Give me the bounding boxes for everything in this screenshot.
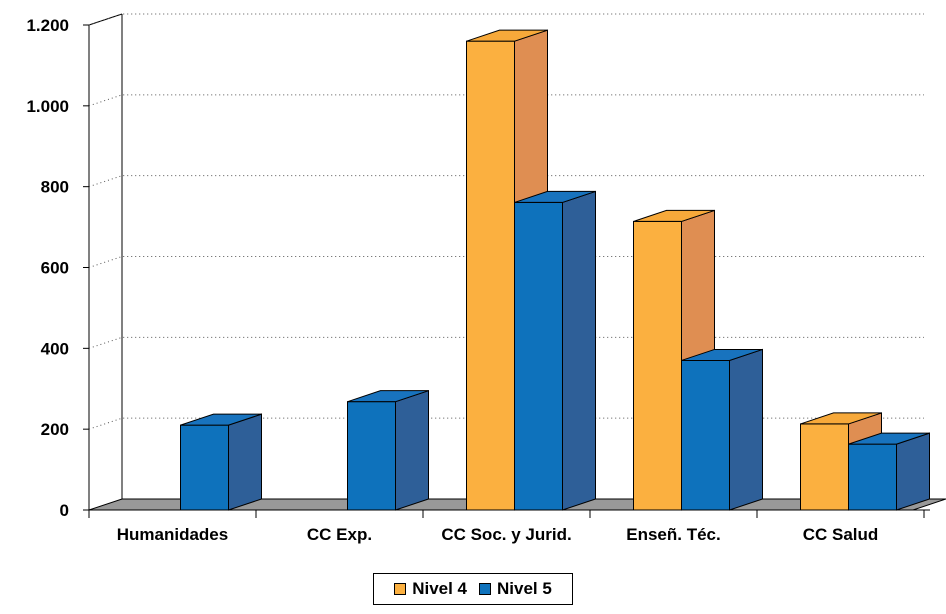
bar-top-face <box>514 190 596 203</box>
bar-top-face <box>800 412 882 425</box>
bar <box>347 389 429 511</box>
bar-side-face <box>729 348 763 511</box>
axes <box>83 24 930 518</box>
x-tick-label: Humanidades <box>117 525 228 544</box>
bar-top-face <box>633 209 715 222</box>
x-tick-labels: Humanidades CC Exp. CC Soc. y Jurid. Enseñ.… <box>117 525 879 544</box>
legend-label-nivel-4: Nivel 4 <box>412 579 467 598</box>
legend-item-nivel-5: Nivel 5 <box>479 579 552 599</box>
bar <box>514 190 596 511</box>
legend-label-nivel-5: Nivel 5 <box>497 579 552 598</box>
bar-side-face <box>896 432 930 511</box>
bar <box>180 413 262 511</box>
bar-top-face <box>681 348 763 361</box>
x-tick-label: CC Soc. y Jurid. <box>441 525 571 544</box>
y-tick-label: 0 <box>60 501 69 520</box>
bar-top-face <box>347 390 429 403</box>
x-tick-label: CC Exp. <box>307 525 372 544</box>
legend-item-nivel-4: Nivel 4 <box>394 579 467 599</box>
y-tick-label: 1.000 <box>26 97 69 116</box>
bar-front-face <box>466 40 515 511</box>
y-tick-label: 400 <box>41 339 69 358</box>
legend-swatch-nivel-5 <box>479 583 491 595</box>
bar-side-face <box>395 389 429 511</box>
bar <box>681 348 763 511</box>
y-tick-label: 800 <box>41 178 69 197</box>
bar-front-face <box>848 443 897 511</box>
bar-front-face <box>514 201 563 511</box>
bar-front-face <box>681 359 730 511</box>
bars <box>180 29 930 511</box>
y-tick-label: 1.200 <box>26 16 69 35</box>
bar-front-face <box>633 220 682 511</box>
side-wall-top-edge <box>88 13 123 26</box>
y-tick-label: 600 <box>41 259 69 278</box>
legend: Nivel 4 Nivel 5 <box>373 573 573 605</box>
x-tick-label: CC Salud <box>803 525 879 544</box>
bar-front-face <box>347 401 396 511</box>
bar-front-face <box>180 424 229 511</box>
x-tick-label: Enseñ. Téc. <box>626 525 720 544</box>
bar-top-face <box>848 432 930 445</box>
bar-top-face <box>180 413 262 426</box>
bar-side-face <box>562 190 596 511</box>
y-tick-label: 200 <box>41 420 69 439</box>
gridline <box>88 13 924 26</box>
chart-walls <box>88 13 123 510</box>
bar-chart: 0 200 400 600 800 1.000 1.200 Humanidades CC Ex… <box>26 13 946 544</box>
y-tick-labels: 0 200 400 600 800 1.000 1.200 <box>26 16 69 520</box>
bar <box>848 432 930 511</box>
bar-top-face <box>466 29 548 42</box>
bar-side-face <box>228 413 262 511</box>
bar-front-face <box>800 423 849 511</box>
legend-swatch-nivel-4 <box>394 583 407 595</box>
